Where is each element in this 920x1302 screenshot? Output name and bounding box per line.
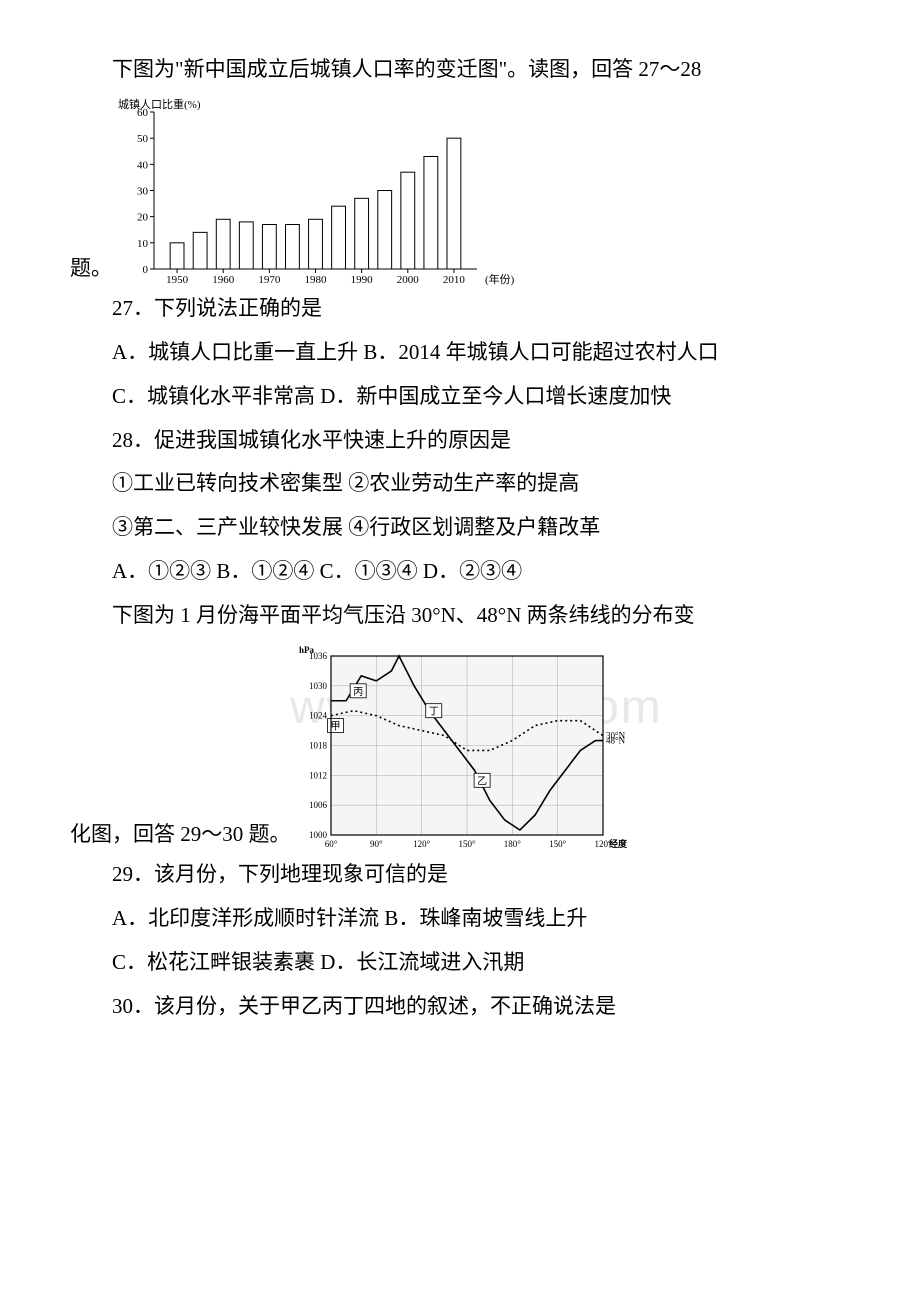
q27-stem: 27．下列说法正确的是 bbox=[70, 289, 850, 329]
svg-text:30: 30 bbox=[137, 185, 149, 197]
svg-text:2000: 2000 bbox=[397, 274, 420, 286]
svg-text:丁: 丁 bbox=[428, 707, 438, 718]
intro2-block: 下图为 1 月份海平面平均气压沿 30°N、48°N 两条纬线的分布变 化图，回… bbox=[70, 596, 850, 855]
svg-text:1970: 1970 bbox=[258, 274, 281, 286]
q30-stem: 30．该月份，关于甲乙丙丁四地的叙述，不正确说法是 bbox=[70, 987, 850, 1027]
q28-options: A．①②③ B．①②④ C．①③④ D．②③④ bbox=[70, 552, 850, 592]
svg-text:50: 50 bbox=[137, 133, 149, 145]
svg-text:150°: 150° bbox=[458, 839, 476, 849]
q29-opt-ab: A．北印度洋形成顺时针洋流 B．珠峰南坡雪线上升 bbox=[70, 899, 850, 939]
svg-text:60°: 60° bbox=[324, 839, 337, 849]
svg-text:1018: 1018 bbox=[309, 741, 328, 751]
chart1-wrap: 城镇人口比重(%) 0 10 20 30 40 50 60 1950 1960 1970 1980 19… bbox=[112, 94, 532, 289]
svg-text:经度: 经度 bbox=[609, 838, 628, 849]
intro1-line-a: 下图为"新中国成立后城镇人口率的变迁图"。读图，回答 27～28 bbox=[70, 50, 850, 90]
q28-item-12: ①工业已转向技术密集型 ②农业劳动生产率的提高 bbox=[70, 464, 850, 504]
q27-opt-ab: A．城镇人口比重一直上升 B．2014 年城镇人口可能超过农村人口 bbox=[70, 333, 850, 373]
svg-text:180°: 180° bbox=[503, 839, 521, 849]
svg-text:40: 40 bbox=[137, 159, 149, 171]
svg-text:2010: 2010 bbox=[443, 274, 466, 286]
svg-text:1990: 1990 bbox=[351, 274, 374, 286]
intro1-block: 下图为"新中国成立后城镇人口率的变迁图"。读图，回答 27～28 题。 城镇人口… bbox=[70, 50, 850, 289]
svg-text:1030: 1030 bbox=[309, 681, 328, 691]
svg-text:城镇人口比重(%): 城镇人口比重(%) bbox=[118, 97, 201, 111]
q28-stem: 28．促进我国城镇化水平快速上升的原因是 bbox=[70, 421, 850, 461]
intro2-line-b: 化图，回答 29～30 题。 bbox=[70, 815, 291, 855]
q28-item-34: ③第二、三产业较快发展 ④行政区划调整及户籍改革 bbox=[70, 508, 850, 548]
intro2-line-a: 下图为 1 月份海平面平均气压沿 30°N、48°N 两条纬线的分布变 bbox=[70, 596, 850, 636]
svg-text:20: 20 bbox=[137, 212, 149, 224]
intro1-line-b: 题。 bbox=[70, 249, 112, 289]
svg-text:120°: 120° bbox=[413, 839, 431, 849]
svg-text:1012: 1012 bbox=[309, 770, 327, 780]
svg-text:90°: 90° bbox=[370, 839, 383, 849]
svg-text:1960: 1960 bbox=[212, 274, 235, 286]
svg-text:丙: 丙 bbox=[353, 687, 363, 698]
svg-text:0: 0 bbox=[143, 264, 149, 276]
intro1-line-b-wrap: 题。 城镇人口比重(%) 0 10 20 30 40 50 60 1950 1960 1970 198… bbox=[70, 94, 850, 289]
svg-text:1980: 1980 bbox=[305, 274, 328, 286]
q29-stem: 29．该月份，下列地理现象可信的是 bbox=[70, 855, 850, 895]
svg-text:150°: 150° bbox=[549, 839, 567, 849]
svg-text:10: 10 bbox=[137, 238, 149, 250]
svg-text:1950: 1950 bbox=[166, 274, 189, 286]
svg-text:48°N: 48°N bbox=[606, 736, 626, 746]
svg-text:甲: 甲 bbox=[330, 722, 340, 733]
pressure-chart: 1000100610121018102410301036hPa60°90°120… bbox=[291, 640, 641, 855]
urban-population-chart: 城镇人口比重(%) 0 10 20 30 40 50 60 1950 1960 1970 1980 19… bbox=[112, 94, 532, 289]
svg-text:(年份): (年份) bbox=[485, 272, 515, 286]
intro2-line-b-wrap: 化图，回答 29～30 题。 1000100610121018102410301… bbox=[70, 640, 850, 855]
svg-text:乙: 乙 bbox=[477, 775, 487, 787]
q29-opt-cd: C．松花江畔银装素裹 D．长江流域进入汛期 bbox=[70, 943, 850, 983]
svg-text:1024: 1024 bbox=[309, 711, 328, 721]
chart2-wrap: 1000100610121018102410301036hPa60°90°120… bbox=[291, 640, 641, 855]
svg-text:60: 60 bbox=[137, 107, 149, 119]
page-container: www.bdocx.com 下图为"新中国成立后城镇人口率的变迁图"。读图，回答… bbox=[70, 50, 850, 1027]
svg-text:1006: 1006 bbox=[309, 800, 328, 810]
q27-opt-cd: C．城镇化水平非常高 D．新中国成立至今人口增长速度加快 bbox=[70, 377, 850, 417]
svg-text:hPa: hPa bbox=[299, 645, 315, 655]
